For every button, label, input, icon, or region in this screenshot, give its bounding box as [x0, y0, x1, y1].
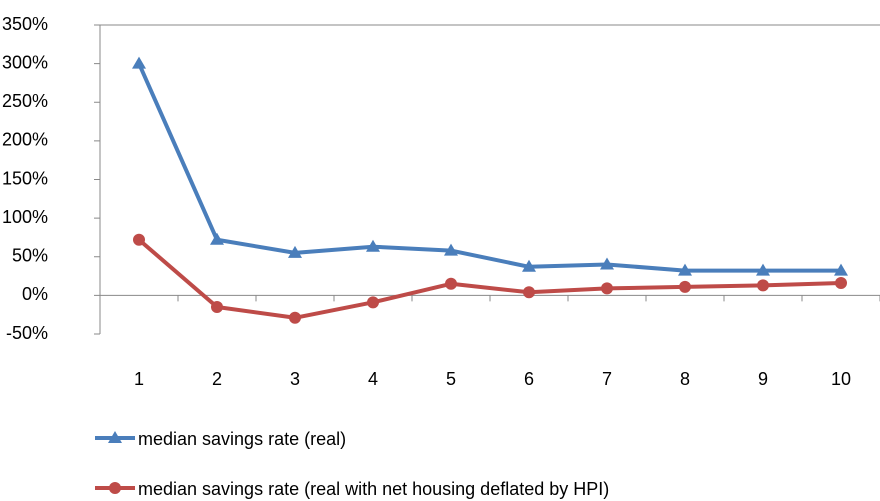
y-tick-label: -50%	[6, 323, 48, 343]
data-point	[679, 280, 691, 293]
y-tick-label: 350%	[2, 14, 48, 34]
x-tick-label: 3	[290, 369, 300, 389]
legend-label: median savings rate (real)	[138, 429, 346, 449]
data-point	[132, 56, 146, 69]
data-point	[834, 263, 848, 276]
data-point	[288, 245, 302, 258]
data-point	[210, 232, 224, 245]
legend-label: median savings rate (real with net housi…	[138, 479, 609, 499]
data-point	[523, 286, 535, 299]
y-tick-label: 0%	[22, 284, 48, 304]
data-point	[367, 296, 379, 309]
y-tick-label: 150%	[2, 168, 48, 188]
data-point	[133, 233, 145, 246]
x-tick-label: 10	[831, 369, 851, 389]
x-tick-label: 2	[212, 369, 222, 389]
data-point	[289, 311, 301, 324]
x-tick-label: 5	[446, 369, 456, 389]
x-tick-label: 1	[134, 369, 144, 389]
y-tick-label: 250%	[2, 91, 48, 111]
data-point	[445, 277, 457, 290]
data-point	[444, 243, 458, 256]
series-line	[137, 238, 842, 320]
y-tick-label: 50%	[12, 246, 48, 266]
legend-marker	[109, 482, 121, 494]
y-tick-label: 300%	[2, 52, 48, 72]
legend-marker	[108, 431, 122, 443]
data-point	[601, 282, 613, 295]
data-point	[756, 263, 770, 276]
data-point	[522, 259, 536, 272]
series-line	[137, 62, 841, 273]
x-tick-label: 6	[524, 369, 534, 389]
x-tick-label: 7	[602, 369, 612, 389]
x-tick-label: 4	[368, 369, 378, 389]
x-tick-label: 9	[758, 369, 768, 389]
y-tick-label: 200%	[2, 130, 48, 150]
y-tick-label: 100%	[2, 207, 48, 227]
x-tick-label: 8	[680, 369, 690, 389]
data-point	[835, 277, 847, 290]
data-point	[366, 239, 380, 252]
data-point	[600, 257, 614, 270]
data-point	[211, 300, 223, 313]
data-point	[678, 263, 692, 276]
data-point	[757, 279, 769, 292]
